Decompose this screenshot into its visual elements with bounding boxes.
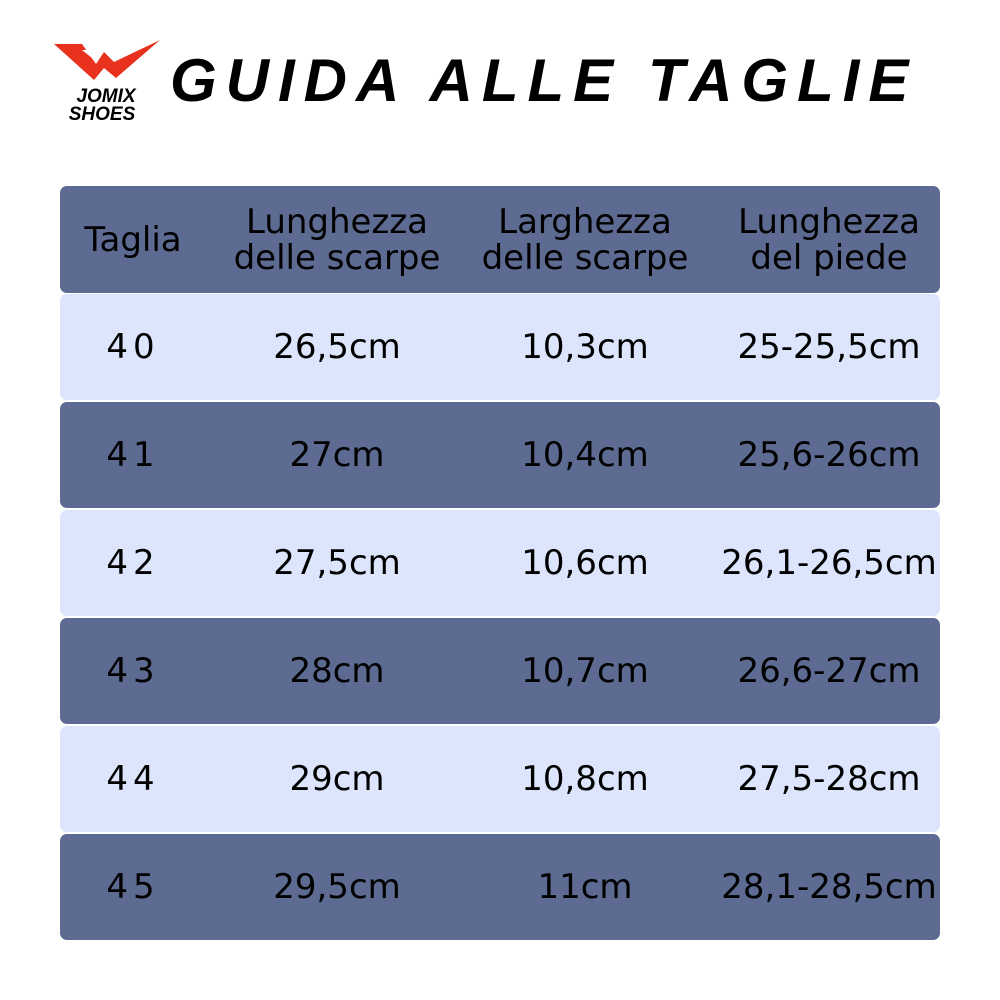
foot-length-cell: 25,6-26cm	[737, 435, 921, 475]
header-text: Lunghezza del piede	[737, 201, 921, 278]
table-row: 42 27,5cm 10,6cm 26,1-26,5cm	[60, 510, 940, 616]
table-row: 44 29cm 10,8cm 27,5-28cm	[60, 726, 940, 832]
svg-text:JOMIX: JOMIX	[76, 86, 136, 107]
header-text: Lunghezza delle scarpe	[233, 201, 441, 278]
header-shoe-width: Larghezza delle scarpe	[481, 186, 689, 293]
header-shoe-length: Lunghezza delle scarpe	[233, 186, 441, 293]
shoe-length-cell: 27,5cm	[273, 543, 401, 583]
foot-length-cell: 25-25,5cm	[737, 327, 921, 367]
shoe-length-cell: 29,5cm	[273, 867, 401, 907]
size-cell: 45	[106, 867, 160, 907]
size-cell: 41	[106, 435, 160, 475]
foot-length-cell: 26,1-26,5cm	[721, 543, 937, 583]
shoe-width-cell: 10,4cm	[521, 435, 649, 475]
table-header: Taglia Lunghezza delle scarpe Larghezza de…	[60, 186, 940, 293]
foot-length-cell: 28,1-28,5cm	[721, 867, 937, 907]
header-text: Taglia	[84, 219, 182, 260]
shoe-width-cell: 11cm	[537, 867, 633, 907]
foot-length-cell: 26,6-27cm	[737, 651, 921, 691]
size-cell: 42	[106, 543, 160, 583]
jomix-shoes-logo: JOMIX SHOES	[54, 40, 160, 124]
shoe-width-cell: 10,3cm	[521, 327, 649, 367]
shoe-length-cell: 29cm	[289, 759, 385, 799]
shoe-length-cell: 26,5cm	[273, 327, 401, 367]
table-row: 40 26,5cm 10,3cm 25-25,5cm	[60, 294, 940, 400]
table-row: 45 29,5cm 11cm 28,1-28,5cm	[60, 834, 940, 940]
page-title: GUIDA ALLE TAGLIE	[170, 47, 918, 114]
header-text: Larghezza delle scarpe	[481, 201, 689, 278]
foot-length-cell: 27,5-28cm	[737, 759, 921, 799]
shoe-length-cell: 28cm	[289, 651, 385, 691]
table-row: 43 28cm 10,7cm 26,6-27cm	[60, 618, 940, 724]
header-size: Taglia	[60, 186, 206, 293]
size-cell: 44	[106, 759, 160, 799]
shoe-length-cell: 27cm	[289, 435, 385, 475]
shoe-width-cell: 10,7cm	[521, 651, 649, 691]
shoe-width-cell: 10,6cm	[521, 543, 649, 583]
size-cell: 43	[106, 651, 160, 691]
size-cell: 40	[106, 327, 160, 367]
svg-text:SHOES: SHOES	[69, 104, 136, 124]
header-foot-length: Lunghezza del piede	[720, 186, 938, 293]
table-row: 41 27cm 10,4cm 25,6-26cm	[60, 402, 940, 508]
shoe-width-cell: 10,8cm	[521, 759, 649, 799]
